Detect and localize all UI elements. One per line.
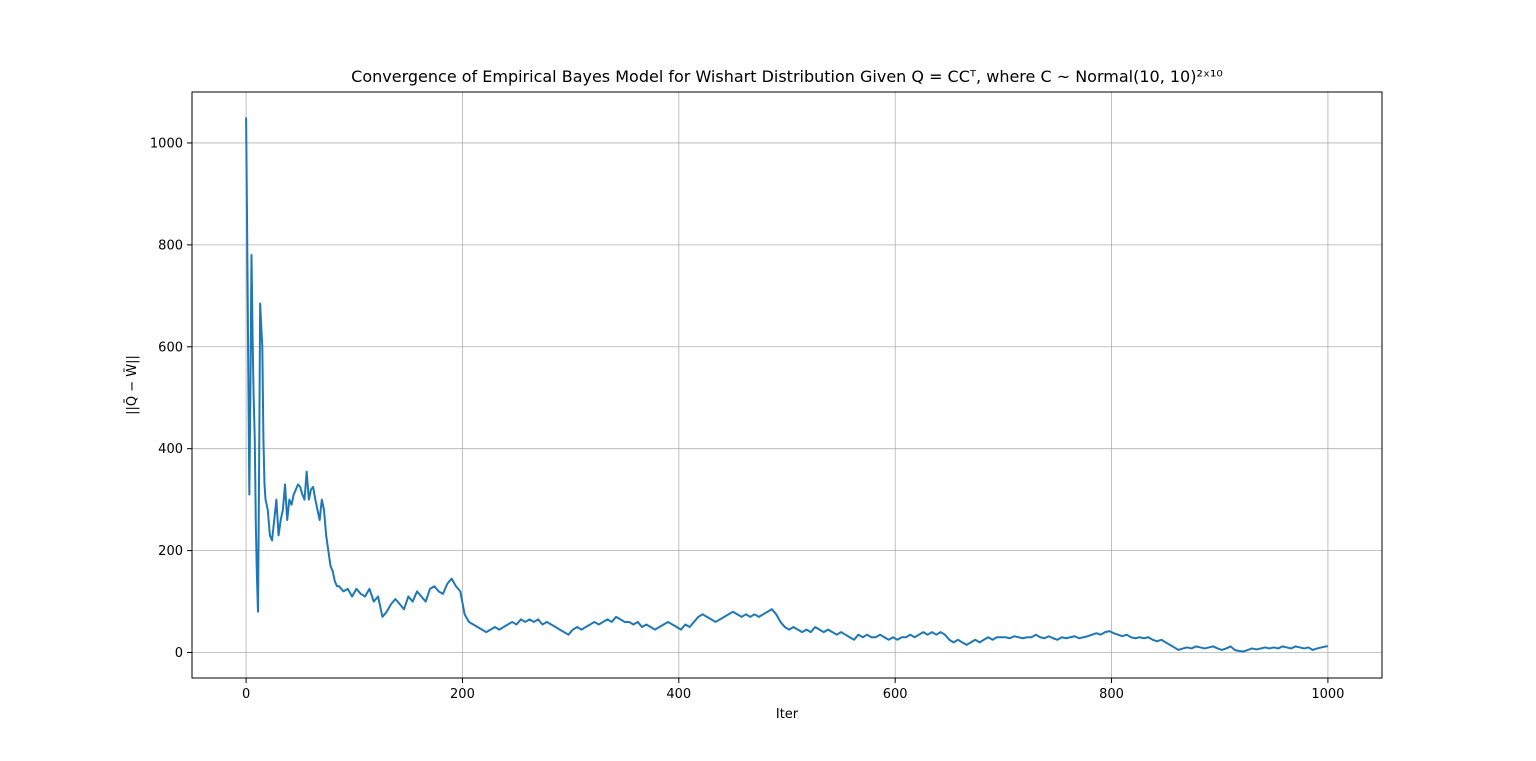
x-tick-label: 400 bbox=[666, 687, 691, 702]
ticks: 0 200 400 600 800 1000 0 200 400 600 800 1000 bbox=[150, 136, 1345, 702]
x-tick-label: 0 bbox=[242, 687, 250, 702]
plot-frame bbox=[191, 91, 1383, 679]
y-tick-label: 200 bbox=[158, 544, 183, 559]
y-tick-label: 600 bbox=[158, 340, 183, 355]
x-tick-label: 600 bbox=[883, 687, 908, 702]
x-tick-label: 1000 bbox=[1311, 687, 1344, 702]
x-tick-label: 200 bbox=[450, 687, 475, 702]
y-tick-label: 0 bbox=[175, 646, 183, 661]
y-tick-label: 1000 bbox=[150, 136, 183, 151]
y-axis-label: ||Q̄ − W̄|| bbox=[125, 355, 140, 415]
y-tick-label: 800 bbox=[158, 238, 183, 253]
grid bbox=[192, 92, 1382, 678]
x-tick-label: 800 bbox=[1099, 687, 1124, 702]
y-tick-label: 400 bbox=[158, 442, 183, 457]
x-axis-label: Iter bbox=[776, 707, 799, 722]
series-line bbox=[245, 117, 1328, 653]
chart-title: Convergence of Empirical Bayes Model for… bbox=[351, 67, 1223, 86]
